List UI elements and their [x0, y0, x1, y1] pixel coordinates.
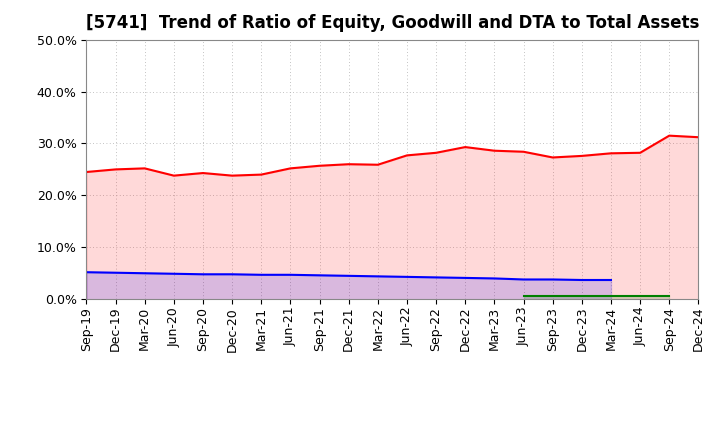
Equity — [111, 167, 120, 172]
Goodwill — [140, 271, 149, 276]
Goodwill — [111, 270, 120, 275]
Equity — [315, 163, 324, 169]
Equity — [461, 144, 469, 150]
Equity — [140, 166, 149, 171]
Equity — [374, 162, 382, 167]
Equity — [286, 166, 294, 171]
Goodwill — [374, 274, 382, 279]
Deferred Tax Assets — [607, 293, 616, 298]
Goodwill — [315, 273, 324, 278]
Equity — [577, 153, 586, 158]
Goodwill — [199, 271, 207, 277]
Equity — [432, 150, 441, 155]
Deferred Tax Assets — [577, 293, 586, 298]
Line: Goodwill: Goodwill — [86, 272, 611, 280]
Deferred Tax Assets — [665, 293, 674, 298]
Equity — [549, 155, 557, 160]
Equity — [82, 169, 91, 175]
Equity — [665, 133, 674, 138]
Goodwill — [461, 275, 469, 281]
Goodwill — [228, 271, 236, 277]
Goodwill — [286, 272, 294, 278]
Equity — [694, 135, 703, 140]
Goodwill — [169, 271, 178, 276]
Equity — [169, 173, 178, 178]
Goodwill — [519, 277, 528, 282]
Title: [5741]  Trend of Ratio of Equity, Goodwill and DTA to Total Assets: [5741] Trend of Ratio of Equity, Goodwil… — [86, 15, 699, 33]
Goodwill — [344, 273, 353, 279]
Goodwill — [257, 272, 266, 278]
Deferred Tax Assets — [519, 293, 528, 298]
Deferred Tax Assets — [636, 293, 644, 298]
Deferred Tax Assets — [549, 293, 557, 298]
Goodwill — [549, 277, 557, 282]
Goodwill — [607, 277, 616, 282]
Goodwill — [490, 276, 499, 281]
Goodwill — [82, 270, 91, 275]
Equity — [607, 150, 616, 156]
Equity — [199, 170, 207, 176]
Equity — [228, 173, 236, 178]
Goodwill — [432, 275, 441, 280]
Equity — [490, 148, 499, 154]
Line: Equity: Equity — [86, 136, 698, 176]
Equity — [344, 161, 353, 167]
Equity — [402, 153, 411, 158]
Goodwill — [402, 274, 411, 279]
Equity — [519, 149, 528, 154]
Equity — [257, 172, 266, 177]
Equity — [636, 150, 644, 155]
Goodwill — [577, 277, 586, 282]
